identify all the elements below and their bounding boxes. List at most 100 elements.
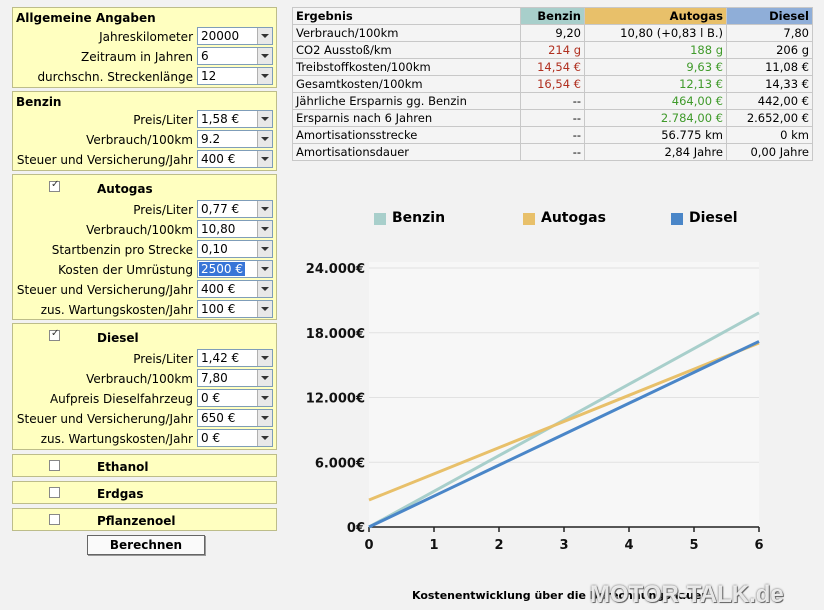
field-value: 10,80 <box>201 222 236 236</box>
form-row: Zeitraum in Jahren 6 <box>13 47 276 67</box>
watermark-logo: MOTOR-TALK.de <box>590 581 784 608</box>
check-icon: ✓ <box>51 179 60 190</box>
x-tick-label: 0 <box>364 538 373 553</box>
benzin-preis-select[interactable]: 1,58 € <box>197 110 273 128</box>
field-value: 0 € <box>201 431 221 445</box>
table-cell: 12,13 € <box>584 75 727 93</box>
panel-autogas: ✓ Autogas Preis/Liter 0,77 € Verbrauch/1… <box>12 174 277 320</box>
autogas-checkbox[interactable]: ✓ <box>49 179 60 192</box>
autogas-verbrauch-select[interactable]: 10,80 <box>197 220 273 238</box>
autogas-umruestung-select[interactable]: 2500 € <box>197 260 273 278</box>
table-cell: -- <box>520 109 585 127</box>
field-label: zus. Wartungskosten/Jahr <box>40 303 193 317</box>
chevron-down-icon[interactable] <box>257 370 272 386</box>
chevron-down-icon[interactable] <box>257 301 272 317</box>
field-label: Preis/Liter <box>133 113 193 127</box>
ethanol-checkbox[interactable] <box>49 460 60 471</box>
chevron-down-icon[interactable] <box>257 410 272 426</box>
field-label: Aufpreis Dieselfahrzeug <box>49 392 193 406</box>
chevron-down-icon[interactable] <box>257 241 272 257</box>
panel-title: Diesel <box>97 331 139 345</box>
chevron-down-icon[interactable] <box>257 281 272 297</box>
autogas-steuer-select[interactable]: 400 € <box>197 280 273 298</box>
x-tick-label: 6 <box>754 538 763 553</box>
results-table: Ergebnis Benzin Autogas Diesel Verbrauch… <box>292 7 813 161</box>
legend-swatch-diesel <box>671 213 683 225</box>
field-value: 400 € <box>201 152 236 166</box>
table-cell: 214 g <box>520 41 585 59</box>
field-label: zus. Wartungskosten/Jahr <box>40 432 193 446</box>
legend-swatch-benzin <box>374 213 386 225</box>
y-tick-label: 18.000€ <box>306 327 365 342</box>
diesel-steuer-select[interactable]: 650 € <box>197 409 273 427</box>
benzin-verbrauch-select[interactable]: 9.2 <box>197 130 273 148</box>
form-row: Verbrauch/100km 7,80 <box>13 369 276 389</box>
diesel-wartung-select[interactable]: 0 € <box>197 429 273 447</box>
benzin-steuer-select[interactable]: 400 € <box>197 150 273 168</box>
table-cell: 442,00 € <box>726 92 813 110</box>
table-cell: 0 km <box>726 126 813 144</box>
panel-title: Benzin <box>16 95 62 109</box>
field-value: 1,58 € <box>201 112 240 126</box>
field-label: Preis/Liter <box>133 352 193 366</box>
erdgas-checkbox[interactable] <box>49 487 60 498</box>
plot-area <box>369 262 759 527</box>
chevron-down-icon[interactable] <box>257 111 272 127</box>
form-row: Startbenzin pro Strecke 0,10 <box>13 240 276 260</box>
calculate-button[interactable]: Berechnen <box>87 535 205 555</box>
autogas-wartung-select[interactable]: 100 € <box>197 300 273 318</box>
jahreskilometer-select[interactable]: 20000 <box>197 27 273 45</box>
chevron-down-icon[interactable] <box>257 28 272 44</box>
panel-title: Erdgas <box>97 487 144 501</box>
panel-diesel: ✓ Diesel Preis/Liter 1,42 € Verbrauch/10… <box>12 323 277 450</box>
table-cell: 16,54 € <box>520 75 585 93</box>
chevron-down-icon[interactable] <box>257 350 272 366</box>
field-label: Zeitraum in Jahren <box>81 50 193 64</box>
field-label: Startbenzin pro Strecke <box>51 243 193 257</box>
field-value: 9.2 <box>201 132 221 146</box>
autogas-preis-select[interactable]: 0,77 € <box>197 200 273 218</box>
zeitraum-select[interactable]: 6 <box>197 47 273 65</box>
table-cell: Ersparnis nach 6 Jahren <box>292 109 521 127</box>
chevron-down-icon[interactable] <box>257 221 272 237</box>
form-row: Steuer und Versicherung/Jahr 400 € <box>13 150 276 170</box>
table-cell: 464,00 € <box>584 92 727 110</box>
field-label: Verbrauch/100km <box>86 223 193 237</box>
diesel-verbrauch-select[interactable]: 7,80 <box>197 369 273 387</box>
field-label: Preis/Liter <box>133 203 193 217</box>
chevron-down-icon[interactable] <box>257 68 272 84</box>
diesel-preis-select[interactable]: 1,42 € <box>197 349 273 367</box>
form-row: zus. Wartungskosten/Jahr 0 € <box>13 429 276 449</box>
panel-title: Ethanol <box>97 460 149 474</box>
table-cell: -- <box>520 143 585 161</box>
panel-ethanol: Ethanol <box>12 454 277 477</box>
x-tick-label: 3 <box>559 538 568 553</box>
streckenlaenge-select[interactable]: 12 <box>197 67 273 85</box>
table-header-row: Ergebnis Benzin Autogas Diesel <box>292 7 813 25</box>
panel-pflanzenoel: Pflanzenoel <box>12 508 277 531</box>
table-row: Gesamtkosten/100km 16,54 €12,13 €14,33 € <box>292 75 813 93</box>
chevron-down-icon[interactable] <box>257 48 272 64</box>
chevron-down-icon[interactable] <box>257 430 272 446</box>
field-value: 100 € <box>201 302 236 316</box>
field-label: Kosten der Umrüstung <box>58 263 193 277</box>
autogas-startbenzin-select[interactable]: 0,10 <box>197 240 273 258</box>
chevron-down-icon[interactable] <box>257 131 272 147</box>
form-row: Jahreskilometer 20000 <box>13 27 276 47</box>
diesel-aufpreis-select[interactable]: 0 € <box>197 389 273 407</box>
chevron-down-icon[interactable] <box>257 201 272 217</box>
table-cell: 9,20 <box>520 24 585 42</box>
diesel-checkbox[interactable]: ✓ <box>49 328 60 341</box>
table-cell: CO2 Ausstoß/km <box>292 41 521 59</box>
chevron-down-icon[interactable] <box>257 151 272 167</box>
field-value: 20000 <box>201 29 240 43</box>
chevron-down-icon[interactable] <box>257 390 272 406</box>
table-cell: 56.775 km <box>584 126 727 144</box>
pflanzenoel-checkbox[interactable] <box>49 514 60 525</box>
table-cell: 14,33 € <box>726 75 813 93</box>
series-line-autogas <box>368 341 760 502</box>
table-cell: Amortisationsdauer <box>292 143 521 161</box>
chevron-down-icon[interactable] <box>257 261 272 277</box>
table-cell: Treibstoffkosten/100km <box>292 58 521 76</box>
form-row: Preis/Liter 1,42 € <box>13 349 276 369</box>
